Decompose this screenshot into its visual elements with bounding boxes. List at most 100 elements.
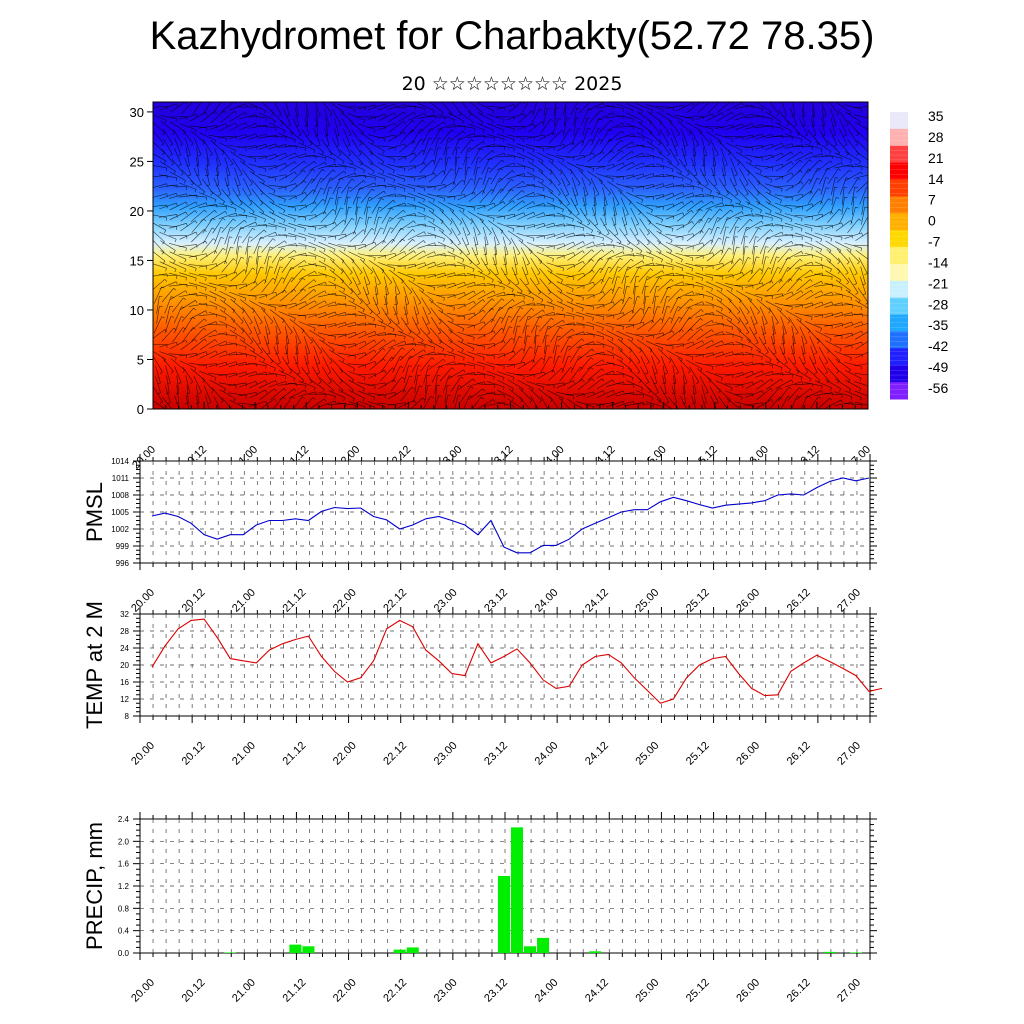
wind-barb-flag <box>715 154 719 157</box>
wind-barb <box>393 306 400 324</box>
wind-barb-flag <box>439 158 444 161</box>
wind-barb-flag <box>185 247 187 251</box>
wind-barb-flag <box>840 399 843 403</box>
wind-barb-flag <box>503 287 505 291</box>
wind-barb-flag <box>459 251 463 255</box>
wind-barb <box>517 201 534 211</box>
wind-barb-flag <box>820 200 823 204</box>
wind-barb <box>397 271 415 279</box>
wind-barb-flag <box>233 258 236 261</box>
wind-barb <box>526 381 544 388</box>
wind-barb <box>587 378 603 390</box>
wind-barb <box>677 120 692 134</box>
wind-barb <box>725 352 743 357</box>
wind-barb-flag <box>841 222 844 226</box>
wind-barb <box>443 157 449 176</box>
wind-barb-flag <box>665 401 670 404</box>
wind-barb-flag <box>273 190 276 194</box>
wind-barb-flag <box>537 345 542 348</box>
wind-barb <box>807 129 820 144</box>
wind-barb <box>202 218 213 234</box>
wind-barb-flag <box>858 218 862 221</box>
wind-barb-flag <box>622 162 625 166</box>
wind-barb <box>602 187 608 205</box>
colorbar-label: -21 <box>928 275 948 291</box>
y-tick-label: 15 <box>130 253 144 268</box>
wind-barb-flag <box>458 167 462 170</box>
wind-barb-flag <box>370 271 374 275</box>
wind-barb-flag <box>248 193 252 196</box>
wind-barb-flag <box>843 144 847 147</box>
wind-barb <box>779 346 788 363</box>
wind-barb <box>439 318 453 332</box>
wind-barb <box>404 296 408 314</box>
wind-barb <box>466 342 485 347</box>
wind-barb <box>834 234 853 237</box>
wind-barb-flag <box>319 351 323 355</box>
wind-barb <box>616 241 634 250</box>
wind-barb <box>835 359 851 370</box>
wind-barb-flag <box>761 390 764 394</box>
wind-barb <box>771 315 776 334</box>
wind-barb <box>818 356 828 373</box>
wind-barb <box>358 331 375 339</box>
wind-barb <box>153 130 165 144</box>
wind-barb <box>477 112 494 122</box>
wind-barb-flag <box>699 208 703 212</box>
wind-barb <box>281 317 293 333</box>
wind-barb <box>347 401 366 407</box>
wind-barb-flag <box>287 124 291 127</box>
wind-barb <box>174 148 182 165</box>
wind-barb <box>332 138 342 155</box>
wind-barb-flag <box>302 268 306 271</box>
wind-barb-flag <box>820 149 823 153</box>
wind-barb <box>317 323 336 327</box>
wind-barb-flag <box>503 340 506 344</box>
wind-barb-flag <box>449 330 453 334</box>
wind-barb <box>755 143 773 150</box>
wind-barb <box>238 214 257 218</box>
wind-barb-flag <box>637 296 641 298</box>
wind-barb-flag <box>260 202 263 206</box>
wind-barb <box>669 356 680 373</box>
wind-barb-flag <box>680 288 684 292</box>
wind-barb <box>548 130 562 144</box>
wind-barb <box>844 390 862 398</box>
wind-barb <box>388 121 404 133</box>
wind-barb <box>308 233 326 239</box>
wind-barb-flag <box>401 218 405 221</box>
wind-barb <box>814 232 832 239</box>
wind-barb <box>511 336 520 353</box>
wind-barb <box>358 349 375 360</box>
wind-barb <box>394 286 398 305</box>
wind-barb <box>204 385 212 403</box>
wind-barb <box>629 356 641 372</box>
wind-barb-flag <box>350 162 354 166</box>
wind-barb <box>761 315 766 334</box>
wind-barb-flag <box>692 155 696 157</box>
wind-barb-flag <box>339 381 343 384</box>
wind-barb <box>290 288 304 302</box>
wind-barb-flag <box>671 168 674 173</box>
wind-barb-flag <box>811 247 813 251</box>
wind-barb <box>225 236 230 255</box>
wind-barb-flag <box>372 170 375 174</box>
wind-barb-flag <box>195 268 197 272</box>
wind-barb-flag <box>727 217 731 220</box>
x-tick-label: 24.00 <box>533 587 561 615</box>
wind-barb-flag <box>749 160 752 164</box>
wind-barb <box>403 306 409 324</box>
wind-barb <box>640 356 649 373</box>
wind-barb <box>388 131 405 142</box>
wind-barb <box>735 341 753 348</box>
colorbar-swatch <box>890 280 908 299</box>
wind-barb-flag <box>198 154 202 157</box>
wind-barb-flag <box>198 392 202 395</box>
wind-barb-flag <box>612 390 615 394</box>
wind-barb <box>517 211 534 220</box>
wind-barb-flag <box>780 218 783 222</box>
wind-barb-flag <box>400 356 404 358</box>
wind-barb-flag <box>400 227 404 231</box>
wind-barb-flag <box>591 348 595 352</box>
wind-barb <box>844 341 862 348</box>
